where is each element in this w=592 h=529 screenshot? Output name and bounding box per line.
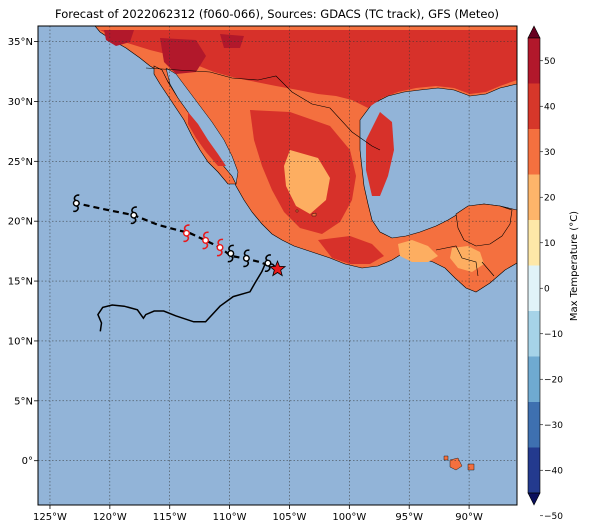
longitude-axis: 125°W 120°W 115°W 110°W 105°W 100°W 95°W 90°W bbox=[33, 505, 483, 523]
lat-tick-label: 10°N bbox=[8, 336, 33, 347]
colorbar-segment bbox=[528, 265, 540, 312]
us-mexico-border bbox=[145, 67, 381, 151]
storm-track bbox=[72, 194, 287, 332]
lon-tick-label: 115°W bbox=[153, 512, 187, 523]
lon-tick-label: 95°W bbox=[395, 512, 423, 523]
galapagos-islands bbox=[443, 455, 475, 471]
colorbar-segment bbox=[528, 129, 540, 175]
lat-tick-label: 20°N bbox=[8, 217, 33, 228]
colorbar-tick-label: 20 bbox=[544, 193, 556, 203]
latitude-axis: 35°N 30°N 25°N 20°N 15°N 10°N 5°N 0° bbox=[8, 37, 38, 467]
mexico-guatemala-border bbox=[435, 245, 495, 277]
colorbar-segment bbox=[528, 311, 540, 357]
storm-eye bbox=[264, 259, 272, 267]
colorbar-segment bbox=[528, 38, 540, 84]
colorbar-extend-bottom bbox=[527, 492, 541, 506]
lon-tick-label: 100°W bbox=[332, 512, 366, 523]
colorbar-frame bbox=[527, 37, 541, 494]
land-hot-north bbox=[100, 30, 517, 108]
storm-eye bbox=[72, 199, 80, 207]
lon-tick-label: 90°W bbox=[455, 512, 483, 523]
land-mild-plateau bbox=[284, 150, 330, 214]
land-yucatan bbox=[455, 203, 513, 247]
land-hot-coast bbox=[366, 112, 394, 196]
land-peak-2 bbox=[104, 30, 134, 46]
small-islands bbox=[295, 209, 317, 217]
colorbar-tick-label: −30 bbox=[544, 421, 563, 431]
colorbar-tick-label: 10 bbox=[544, 239, 556, 249]
colorbar-tick-label: 30 bbox=[544, 148, 556, 158]
colorbar: 50 40 30 20 10 0 −10 −20 −30 −40 −50 bbox=[527, 25, 563, 522]
gulf-of-california bbox=[165, 67, 239, 185]
colorbar-segment bbox=[528, 220, 540, 266]
storm-eye bbox=[227, 250, 235, 257]
gridlines bbox=[38, 26, 517, 505]
land-peak-3 bbox=[220, 34, 244, 48]
storm-eye bbox=[130, 211, 138, 219]
colorbar-tick-label: 40 bbox=[544, 102, 556, 112]
colorbar-tick-label: 0 bbox=[544, 284, 550, 294]
lon-tick-label: 110°W bbox=[213, 512, 247, 523]
lat-tick-label: 15°N bbox=[8, 277, 33, 288]
land-mild-south bbox=[398, 240, 438, 262]
storm-eye bbox=[216, 244, 224, 251]
lat-tick-label: 25°N bbox=[8, 157, 33, 168]
lat-tick-label: 35°N bbox=[8, 37, 33, 48]
colorbar-tick-label: −10 bbox=[544, 330, 563, 340]
lat-tick-label: 30°N bbox=[8, 97, 33, 108]
lat-tick-label: 0° bbox=[22, 456, 33, 467]
storm-symbol-icon bbox=[227, 244, 235, 263]
colorbar-tick-label: −40 bbox=[544, 466, 563, 476]
colorbar-tick-label: −50 bbox=[544, 512, 563, 522]
colorbar-segment bbox=[528, 356, 540, 403]
land-mild-guatemala bbox=[450, 246, 484, 272]
storm-eye bbox=[202, 236, 210, 244]
past-track-line bbox=[97, 262, 279, 332]
map-title: Forecast of 2022062312 (f060-066), Sourc… bbox=[55, 7, 499, 21]
colorbar-segment bbox=[528, 402, 540, 448]
colorbar-segment bbox=[528, 83, 540, 130]
colorbar-segment bbox=[528, 447, 540, 494]
land-hot-baja bbox=[188, 112, 226, 166]
storm-eye bbox=[183, 229, 190, 237]
colorbar-segment bbox=[528, 174, 540, 221]
lon-tick-label: 120°W bbox=[93, 512, 127, 523]
current-position-star-icon bbox=[268, 259, 287, 277]
colorbar-tick-label: 50 bbox=[544, 57, 556, 67]
storm-eye bbox=[242, 254, 250, 262]
storm-symbol-icon bbox=[264, 254, 272, 273]
colorbar-tick-label: −20 bbox=[544, 375, 563, 385]
storm-symbol-icon bbox=[72, 194, 80, 213]
storm-symbol-icon bbox=[216, 238, 224, 257]
lon-tick-label: 125°W bbox=[33, 512, 67, 523]
lat-tick-label: 5°N bbox=[14, 396, 33, 407]
storm-symbol-icon bbox=[183, 224, 190, 243]
storm-symbol-icon bbox=[202, 231, 210, 250]
lon-tick-label: 105°W bbox=[272, 512, 306, 523]
land-peak-1 bbox=[160, 38, 206, 74]
map-panel bbox=[38, 26, 517, 505]
storm-symbol-icon bbox=[242, 249, 250, 268]
colorbar-extend-top bbox=[527, 25, 541, 39]
land-hot-southwest bbox=[318, 236, 384, 264]
storm-symbol-icon bbox=[130, 206, 138, 225]
map-frame bbox=[37, 25, 518, 506]
colorbar-label: Max Temperature (°C) bbox=[569, 211, 580, 321]
